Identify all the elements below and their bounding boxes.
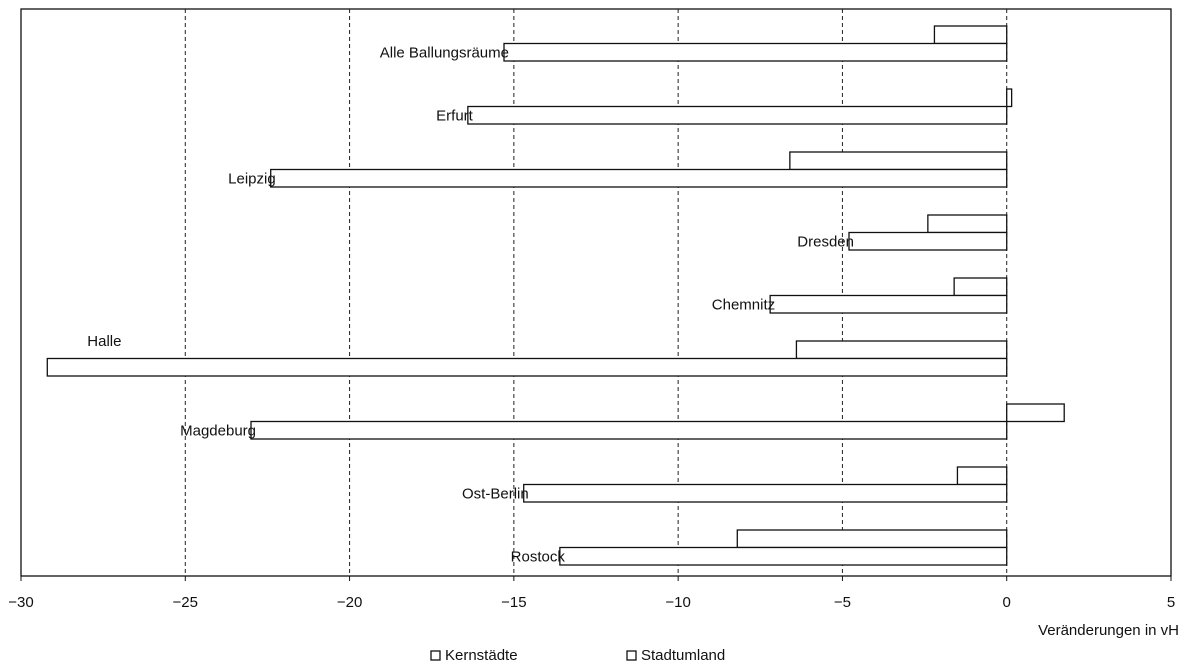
x-tick-label: −15: [501, 594, 526, 611]
plot-frame: [20, 8, 1172, 577]
category-label-dresden: Dresden: [797, 234, 854, 251]
category-label-ost-berlin: Ost-Berlin: [462, 486, 529, 503]
bar-kernstaedte-dresden: [927, 214, 1008, 234]
legend-swatch-stadtumland: [626, 650, 637, 661]
bar-stadtumland-ost-berlin: [523, 483, 1008, 503]
bar-stadtumland-leipzig: [270, 168, 1008, 188]
category-label-leipzig: Leipzig: [228, 171, 276, 188]
bar-kernstaedte-halle: [795, 340, 1008, 360]
x-tick-label: −10: [665, 594, 690, 611]
x-tick-label: −5: [834, 594, 851, 611]
x-tick-label: 0: [1003, 594, 1011, 611]
category-label-chemnitz: Chemnitz: [712, 297, 775, 314]
legend-label-stadtumland: Stadtumland: [641, 647, 725, 663]
category-label-rostock: Rostock: [511, 549, 566, 566]
category-label-erfurt: Erfurt: [436, 108, 474, 125]
x-axis-label: Veränderungen in vH: [1038, 622, 1179, 639]
x-tick-label: −20: [337, 594, 362, 611]
bar-stadtumland-halle: [46, 357, 1008, 377]
legend-label-kernstaedte: Kernstädte: [445, 647, 518, 663]
legend: Kernstädte Stadtumland: [430, 647, 725, 663]
legend-swatch-kernstaedte: [430, 650, 441, 661]
bar-stadtumland-erfurt: [467, 105, 1008, 125]
x-axis-ticks: −30 −25 −20 −15 −10 −5 0 5: [8, 576, 1175, 611]
category-labels: Alle Ballungsräume Erfurt Leipzig Dresden Ch…: [87, 45, 854, 566]
x-tick-label: −30: [8, 594, 33, 611]
category-label-halle: Halle: [87, 333, 121, 350]
bar-kernstaedte-chemnitz: [953, 277, 1008, 297]
bar-stadtumland-magdeburg: [250, 420, 1008, 440]
x-tick-label: −25: [173, 594, 198, 611]
legend-item-kernstaedte: Kernstädte: [430, 647, 518, 663]
bars: [46, 25, 1065, 566]
bar-kernstaedte-magdeburg: [1006, 403, 1065, 423]
bar-stadtumland-rostock: [559, 546, 1008, 566]
bar-kernstaedte-ost-berlin: [956, 466, 1008, 486]
bar-kernstaedte-leipzig: [789, 151, 1008, 171]
bar-stadtumland-chemnitz: [769, 294, 1008, 314]
bar-kernstaedte-erfurt: [1006, 88, 1013, 108]
legend-item-stadtumland: Stadtumland: [626, 647, 725, 663]
category-label-alle-ballungsraeume: Alle Ballungsräume: [380, 45, 509, 62]
bar-stadtumland-dresden: [848, 231, 1008, 251]
bar-kernstaedte-alle-ballungsraeume: [933, 25, 1008, 45]
category-label-magdeburg: Magdeburg: [180, 423, 256, 440]
bar-kernstaedte-rostock: [736, 529, 1008, 549]
bar-stadtumland-alle-ballungsraeume: [503, 42, 1008, 62]
x-tick-label: 5: [1167, 594, 1175, 611]
